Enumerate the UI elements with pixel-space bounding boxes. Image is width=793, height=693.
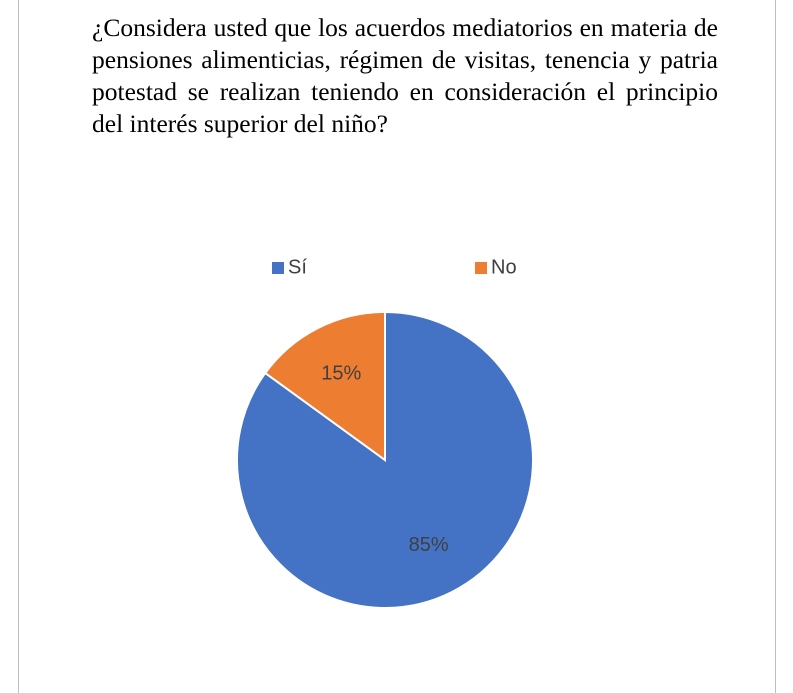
pie-slice [263, 310, 386, 462]
data-label: 85% [409, 534, 449, 556]
chart-frame [18, 0, 776, 693]
legend-swatch [475, 262, 487, 274]
legend-label: No [491, 256, 517, 278]
legend-swatch [272, 262, 284, 274]
data-label: 15% [321, 363, 361, 385]
chart-title: ¿Considera usted que los acuerdos mediat… [92, 13, 718, 138]
legend-label: Sí [288, 256, 307, 278]
